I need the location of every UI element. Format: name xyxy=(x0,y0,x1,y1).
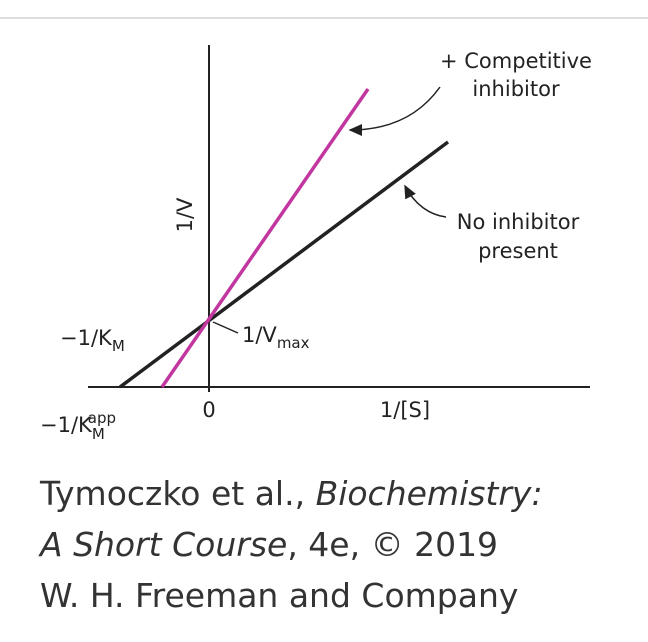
label: −1/KM xyxy=(60,326,125,355)
origin-label: 0 xyxy=(202,398,215,422)
label-main: −1/K xyxy=(60,326,113,350)
label-main: −1/K xyxy=(40,413,93,437)
label-sup: app xyxy=(88,409,116,427)
label: 1/Vmax xyxy=(242,323,310,352)
label: inhibitor xyxy=(472,77,560,101)
caption: A Short Course, 4e, © 2019 xyxy=(38,525,498,564)
no-inhibitor-line xyxy=(118,140,450,389)
arrow xyxy=(348,86,441,136)
label: present xyxy=(478,239,558,263)
caption: W. H. Freeman and Company xyxy=(40,576,518,615)
label: No inhibitor xyxy=(457,210,580,234)
inhibitor-line xyxy=(160,88,370,388)
caption-text: Biochemistry: xyxy=(316,474,543,513)
label-sub: M xyxy=(112,337,125,355)
label-sub: M xyxy=(92,425,105,443)
caption-text: Tymoczko et al., xyxy=(39,474,316,513)
x-axis-label: 1/[S] xyxy=(380,398,430,422)
caption-text: A Short Course xyxy=(38,525,287,564)
label-sub: max xyxy=(277,334,310,352)
y-axis-label: 1/V xyxy=(173,197,197,232)
caption-text: , 4e, © 2019 xyxy=(287,525,498,564)
label: + Competitive xyxy=(440,49,592,73)
arrow xyxy=(404,184,447,218)
label-main: 1/V xyxy=(242,323,277,347)
leader-line xyxy=(212,321,239,334)
label: −1/KMapp xyxy=(40,409,116,443)
caption: Tymoczko et al., Biochemistry: xyxy=(39,474,543,513)
